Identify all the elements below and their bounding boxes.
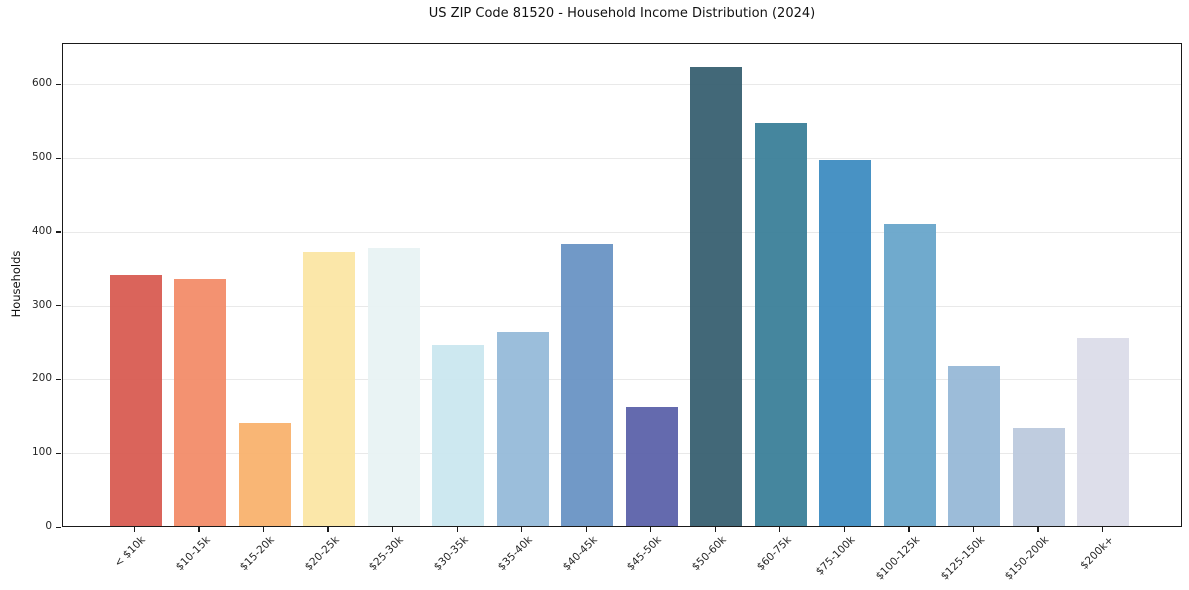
bar--75-100k	[819, 160, 872, 526]
bar--60-75k	[754, 123, 807, 526]
bar--50-60k	[690, 67, 743, 526]
x-tick-mark	[262, 527, 265, 532]
x-tick-label: < $10k	[112, 534, 148, 570]
x-tick-label: $40-45k	[560, 534, 600, 574]
x-tick-mark	[392, 527, 394, 532]
bar--15-20k	[238, 423, 291, 526]
x-tick-mark	[133, 527, 136, 532]
y-tick-mark	[56, 157, 61, 159]
y-tick-label: 500	[31, 151, 52, 164]
x-tick-mark	[585, 527, 587, 532]
x-tick-label: $60-75k	[754, 534, 794, 574]
x-tick-mark	[327, 527, 329, 532]
x-tick-mark	[521, 527, 523, 532]
y-tick-label: 200	[31, 372, 52, 385]
x-tick-mark	[714, 527, 716, 532]
x-tick-mark	[1037, 527, 1039, 532]
x-tick-mark	[198, 527, 200, 532]
y-tick-label: 300	[31, 298, 52, 311]
bar--45-50k	[625, 407, 678, 526]
x-tick-label: $125-150k	[938, 534, 987, 583]
x-tick-label: $15-20k	[237, 534, 278, 574]
y-tick-mark	[56, 452, 61, 455]
y-tick-mark	[56, 378, 61, 381]
x-tick-label: $30-35k	[431, 534, 471, 574]
gridline	[63, 379, 1181, 381]
y-tick-label: 600	[31, 77, 52, 90]
x-tick-label: $20-25k	[302, 534, 342, 574]
bar--35-40k	[496, 331, 549, 526]
bar--10-15k	[174, 278, 227, 526]
x-tick-mark	[779, 527, 781, 532]
y-tick-mark	[56, 526, 61, 528]
bar--100-125k	[883, 224, 936, 526]
gridline	[63, 231, 1181, 233]
chart-title: US ZIP Code 81520 - Household Income Dis…	[428, 6, 816, 21]
bar--30-35k	[432, 344, 485, 526]
bar--10k	[109, 275, 162, 526]
gridline	[63, 453, 1181, 455]
x-tick-mark	[908, 527, 910, 532]
x-tick-mark	[843, 527, 846, 532]
gridline	[63, 158, 1181, 160]
x-tick-label: $35-40k	[496, 534, 536, 574]
x-tick-label: $100-125k	[873, 534, 923, 583]
y-tick-label: 0	[45, 520, 52, 532]
x-tick-label: $25-30k	[367, 534, 407, 574]
y-tick-label: 100	[31, 446, 52, 459]
x-tick-mark	[1101, 527, 1104, 532]
bar--25-30k	[367, 247, 420, 526]
x-tick-label: $200k+	[1078, 534, 1116, 572]
y-tick-mark	[56, 83, 61, 86]
plot-area	[62, 43, 1182, 527]
bar--20-25k	[303, 252, 356, 526]
x-tick-mark	[456, 527, 458, 532]
y-tick-mark	[56, 231, 61, 233]
x-tick-label: $150-200k	[1002, 534, 1052, 583]
gridline	[63, 305, 1181, 307]
gridline	[63, 84, 1181, 86]
x-tick-label: $75-100k	[814, 534, 858, 578]
y-tick-label: 400	[31, 224, 52, 237]
x-tick-label: $50-60k	[689, 534, 729, 574]
x-tick-label: $10-15k	[173, 534, 213, 574]
x-tick-mark	[972, 527, 975, 532]
y-tick-mark	[56, 305, 61, 307]
bar--125-150k	[948, 365, 1001, 526]
bar--40-45k	[561, 244, 614, 526]
bar--150-200k	[1012, 427, 1065, 526]
bar--200k+	[1077, 337, 1130, 526]
x-tick-label: $45-50k	[625, 534, 665, 574]
x-tick-mark	[650, 527, 652, 532]
